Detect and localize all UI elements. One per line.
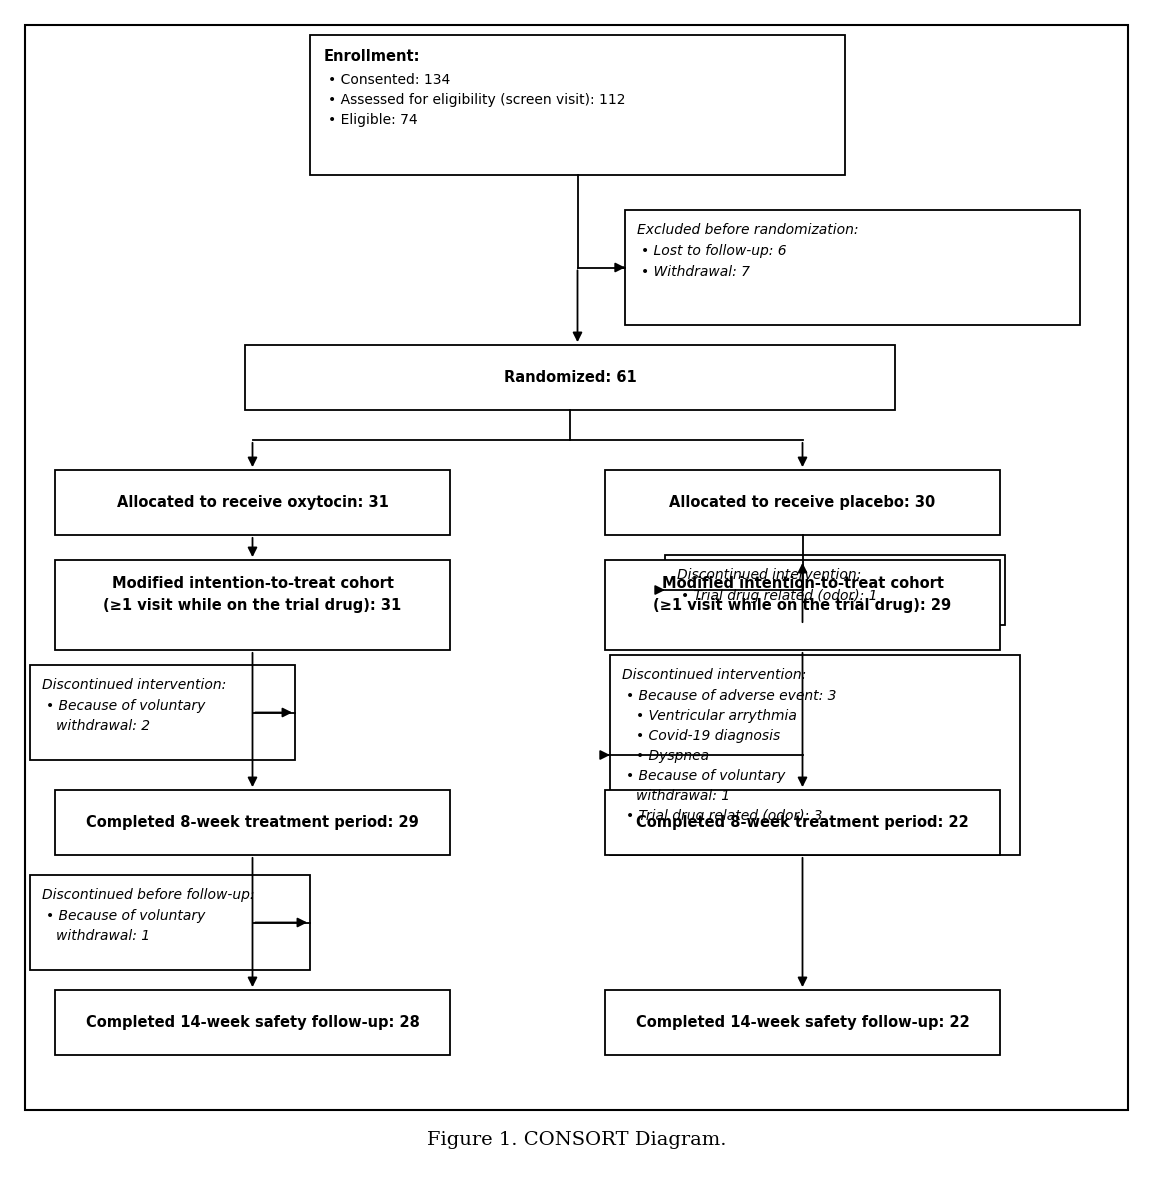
Bar xyxy=(244,346,895,410)
Bar xyxy=(30,665,295,760)
Text: Completed 14-week safety follow-up: 28: Completed 14-week safety follow-up: 28 xyxy=(85,1015,420,1030)
Bar xyxy=(605,990,1000,1055)
Text: withdrawal: 1: withdrawal: 1 xyxy=(56,929,150,943)
Text: • Because of voluntary: • Because of voluntary xyxy=(626,769,785,782)
Bar xyxy=(30,875,310,970)
Text: (≥1 visit while on the trial drug): 29: (≥1 visit while on the trial drug): 29 xyxy=(654,598,951,613)
Bar xyxy=(625,210,1080,325)
Text: • Eligible: 74: • Eligible: 74 xyxy=(327,113,417,127)
Text: • Dyspnea: • Dyspnea xyxy=(636,749,709,763)
Text: Excluded before randomization:: Excluded before randomization: xyxy=(636,223,859,236)
Bar xyxy=(310,35,845,175)
Text: Figure 1. CONSORT Diagram.: Figure 1. CONSORT Diagram. xyxy=(427,1130,726,1150)
Text: Enrollment:: Enrollment: xyxy=(324,49,421,64)
Text: Allocated to receive oxytocin: 31: Allocated to receive oxytocin: 31 xyxy=(116,494,389,510)
Text: Completed 14-week safety follow-up: 22: Completed 14-week safety follow-up: 22 xyxy=(635,1015,970,1030)
Text: • Because of voluntary: • Because of voluntary xyxy=(46,698,205,713)
Text: • Withdrawal: 7: • Withdrawal: 7 xyxy=(641,265,749,278)
Text: Discontinued intervention:: Discontinued intervention: xyxy=(621,668,806,682)
Text: Discontinued intervention:: Discontinued intervention: xyxy=(677,568,861,582)
Bar xyxy=(55,990,450,1055)
Text: • Covid-19 diagnosis: • Covid-19 diagnosis xyxy=(636,728,781,743)
Text: Randomized: 61: Randomized: 61 xyxy=(504,370,636,385)
Text: withdrawal: 1: withdrawal: 1 xyxy=(636,790,730,803)
Text: Discontinued before follow-up:: Discontinued before follow-up: xyxy=(42,888,255,902)
Text: withdrawal: 2: withdrawal: 2 xyxy=(56,719,150,733)
Text: • Ventricular arrythmia: • Ventricular arrythmia xyxy=(636,709,797,722)
Bar xyxy=(665,554,1005,625)
Text: Allocated to receive placebo: 30: Allocated to receive placebo: 30 xyxy=(670,494,935,510)
Bar xyxy=(55,560,450,650)
Bar xyxy=(610,655,1020,854)
Text: • Trial drug related (odor): 3: • Trial drug related (odor): 3 xyxy=(626,809,822,823)
Bar xyxy=(605,790,1000,854)
Text: • Consented: 134: • Consented: 134 xyxy=(327,73,451,86)
Bar xyxy=(605,560,1000,650)
Text: Discontinued intervention:: Discontinued intervention: xyxy=(42,678,226,692)
Text: • Because of adverse event: 3: • Because of adverse event: 3 xyxy=(626,689,836,703)
Text: Modified intention-to-treat cohort: Modified intention-to-treat cohort xyxy=(112,576,393,590)
Bar xyxy=(605,470,1000,535)
Text: • Because of voluntary: • Because of voluntary xyxy=(46,910,205,923)
Text: • Lost to follow-up: 6: • Lost to follow-up: 6 xyxy=(641,244,786,258)
Text: Completed 8-week treatment period: 29: Completed 8-week treatment period: 29 xyxy=(86,815,419,830)
Bar xyxy=(55,790,450,854)
Bar xyxy=(55,470,450,535)
Text: • Trial drug related (odor): 1: • Trial drug related (odor): 1 xyxy=(681,589,877,602)
Text: Completed 8-week treatment period: 22: Completed 8-week treatment period: 22 xyxy=(636,815,969,830)
Text: Modified intention-to-treat cohort: Modified intention-to-treat cohort xyxy=(662,576,943,590)
Text: (≥1 visit while on the trial drug): 31: (≥1 visit while on the trial drug): 31 xyxy=(104,598,401,613)
Text: • Assessed for eligibility (screen visit): 112: • Assessed for eligibility (screen visit… xyxy=(327,92,625,107)
